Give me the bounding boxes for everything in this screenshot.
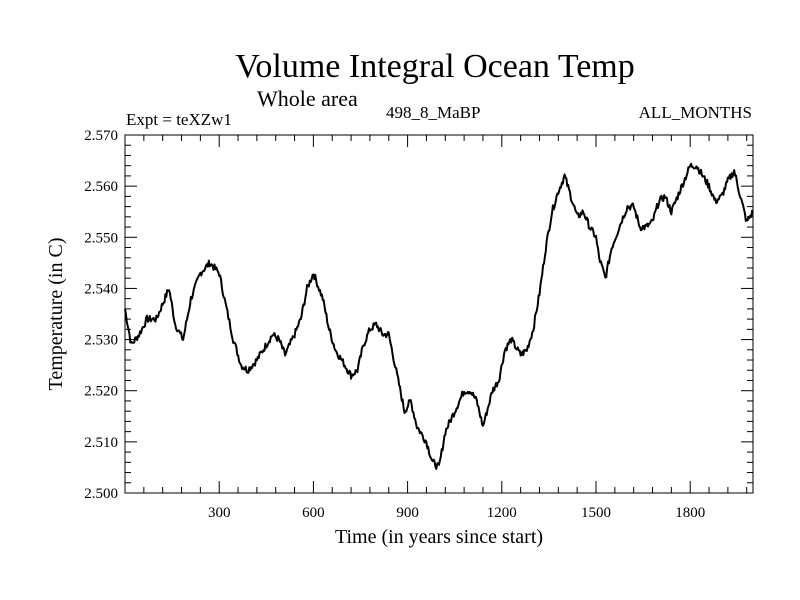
y-tick-label: 2.540 [84, 281, 118, 297]
x-axis-label: Time (in years since start) [335, 526, 543, 548]
plot-frame [124, 134, 754, 494]
experiment-label: Expt = teXZw1 [126, 110, 232, 129]
x-tick-label: 1800 [675, 505, 705, 521]
y-tick-label: 2.530 [84, 333, 118, 349]
y-tick-label: 2.560 [84, 179, 118, 195]
series-line [124, 162, 754, 470]
y-tick-label: 2.570 [84, 128, 118, 144]
x-tick-label: 900 [396, 505, 419, 521]
x-tick-label: 1500 [581, 505, 611, 521]
x-tick-label: 300 [208, 505, 231, 521]
axis-tick-labels: 300 600 900 1200 1500 1800 2.500 2.510 2.520 2.53… [84, 128, 705, 521]
y-tick-label: 2.550 [84, 230, 118, 246]
months-label: ALL_MONTHS [638, 103, 752, 122]
x-tick-label: 1200 [487, 505, 517, 521]
y-tick-label: 2.500 [84, 486, 118, 502]
y-axis-label: Temperature (in C) [45, 238, 67, 391]
run-label: 498_8_MaBP [386, 103, 481, 122]
y-tick-label: 2.510 [84, 435, 118, 451]
chart-title: Volume Integral Ocean Temp [235, 48, 635, 85]
axis-ticks [125, 134, 753, 494]
x-tick-label: 600 [302, 505, 325, 521]
chart-subtitle: Whole area [257, 86, 358, 111]
y-tick-label: 2.520 [84, 384, 118, 400]
